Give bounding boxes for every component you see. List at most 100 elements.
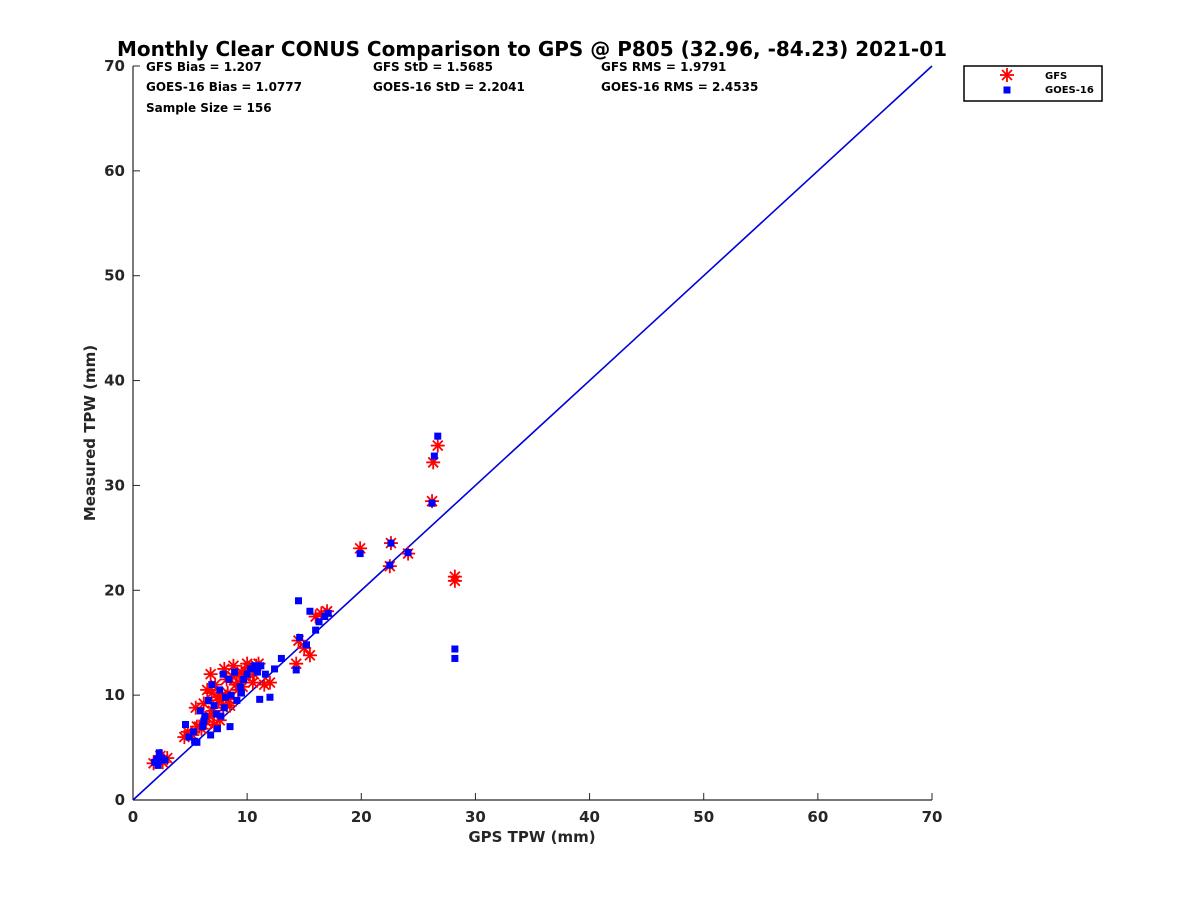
y-tick-label: 20	[104, 581, 125, 599]
goes16-point	[219, 670, 227, 678]
goes16-point	[261, 670, 269, 678]
gfs-point	[262, 675, 277, 690]
goes16-point	[226, 723, 234, 731]
goes16-point	[201, 712, 209, 720]
goes16-point	[155, 749, 163, 757]
goes16-point	[204, 696, 212, 704]
plot-axes: 0 10 20 30 40 50 60 70 0 10 20 30 40 50 60 70	[104, 57, 942, 826]
x-tick-label: 70	[922, 808, 943, 826]
goes16-point	[271, 665, 279, 673]
gfs-point	[447, 573, 462, 588]
x-tick-label: 20	[351, 808, 372, 826]
stat-goes-rms: GOES-16 RMS = 2.4535	[601, 80, 758, 94]
goes16-point	[189, 728, 197, 736]
stat-gfs-rms: GFS RMS = 1.9791	[601, 60, 726, 74]
legend-gfs-marker	[1000, 68, 1014, 82]
stat-goes-bias: GOES-16 Bias = 1.0777	[146, 80, 302, 94]
legend-goes16-marker	[1003, 86, 1011, 94]
stats-annotations: GFS Bias = 1.207 GFS StD = 1.5685 GFS RM…	[146, 60, 758, 115]
goes16-point	[212, 710, 220, 718]
goes16-point	[236, 683, 244, 691]
goes16-point	[387, 539, 395, 547]
x-tick-label: 60	[807, 808, 828, 826]
stat-gfs-bias: GFS Bias = 1.207	[146, 60, 262, 74]
goes16-point	[253, 668, 261, 676]
x-tick-label: 30	[465, 808, 486, 826]
gfs-series	[146, 438, 462, 771]
goes16-point	[312, 626, 320, 634]
y-tick-label: 70	[104, 57, 125, 75]
gfs-point	[302, 648, 317, 663]
goes16-point	[451, 654, 459, 662]
goes16-point	[153, 755, 161, 763]
reference-line	[132, 65, 933, 801]
goes16-point	[208, 681, 216, 689]
goes16-point	[243, 670, 251, 678]
goes16-point	[306, 607, 314, 615]
goes16-point	[227, 691, 235, 699]
goes16-point	[237, 689, 245, 697]
goes16-point	[200, 717, 208, 725]
goes16-point	[292, 666, 300, 674]
goes16-point	[213, 725, 221, 733]
goes16-point	[386, 561, 394, 569]
goes16-point	[161, 756, 169, 764]
goes16-point	[404, 549, 412, 557]
legend-goes16-label: GOES-16	[1045, 85, 1094, 96]
goes16-point	[217, 712, 225, 720]
goes16-series	[151, 432, 459, 769]
goes16-point	[277, 654, 285, 662]
y-tick-label: 0	[115, 791, 125, 809]
goes16-point	[266, 693, 274, 701]
legend-goes16-square	[1003, 86, 1011, 94]
goes16-point	[302, 641, 310, 649]
y-tick-label: 10	[104, 686, 125, 704]
goes16-point	[256, 695, 264, 703]
goes16-point	[324, 609, 332, 617]
x-axis-label: GPS TPW (mm)	[468, 828, 595, 846]
goes16-point	[434, 432, 442, 440]
one-to-one-line	[132, 65, 933, 801]
goes16-point	[191, 737, 199, 745]
goes16-point	[233, 696, 241, 704]
legend-box	[963, 65, 1103, 102]
goes16-point	[240, 675, 248, 683]
legend: GFS GOES-16	[963, 65, 1103, 102]
gfs-point	[430, 438, 445, 453]
legend-gfs-asterisk	[1000, 68, 1014, 82]
goes16-point	[225, 675, 233, 683]
stat-gfs-std: GFS StD = 1.5685	[373, 60, 493, 74]
gfs-point	[426, 455, 441, 470]
chart-title: Monthly Clear CONUS Comparison to GPS @ …	[117, 37, 947, 61]
y-tick-label: 30	[104, 476, 125, 494]
goes16-point	[216, 686, 224, 694]
goes16-point	[220, 704, 228, 712]
goes16-point	[356, 550, 364, 558]
stat-sample-size: Sample Size = 156	[146, 101, 272, 115]
x-tick-label: 50	[693, 808, 714, 826]
goes16-point	[199, 723, 207, 731]
goes16-point	[182, 721, 190, 729]
goes16-point	[196, 707, 204, 715]
goes16-point	[257, 662, 265, 670]
x-tick-label: 0	[128, 808, 138, 826]
goes16-point	[185, 733, 193, 741]
goes16-point	[207, 731, 215, 739]
goes16-point	[154, 761, 162, 769]
y-axis-label: Measured TPW (mm)	[81, 345, 99, 521]
goes16-point	[250, 662, 258, 670]
gfs-point	[203, 667, 218, 682]
y-tick-label: 40	[104, 372, 125, 390]
goes16-point	[430, 452, 438, 460]
goes16-point	[210, 702, 218, 710]
x-tick-label: 40	[579, 808, 600, 826]
goes16-point	[221, 693, 229, 701]
x-tick-label: 10	[237, 808, 258, 826]
goes16-point	[428, 499, 436, 507]
goes16-point	[451, 645, 459, 653]
goes16-point	[296, 633, 304, 641]
y-tick-label: 60	[104, 162, 125, 180]
goes16-point	[315, 618, 323, 626]
goes16-point	[295, 597, 303, 605]
